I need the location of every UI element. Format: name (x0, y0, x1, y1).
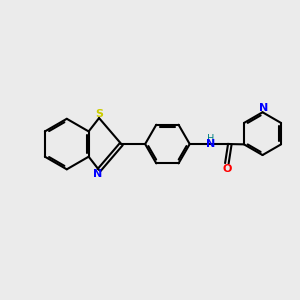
Text: S: S (95, 109, 103, 119)
Text: H: H (207, 134, 214, 144)
Text: N: N (260, 103, 268, 113)
Text: N: N (206, 140, 215, 149)
Text: N: N (93, 169, 102, 179)
Text: O: O (222, 164, 232, 174)
